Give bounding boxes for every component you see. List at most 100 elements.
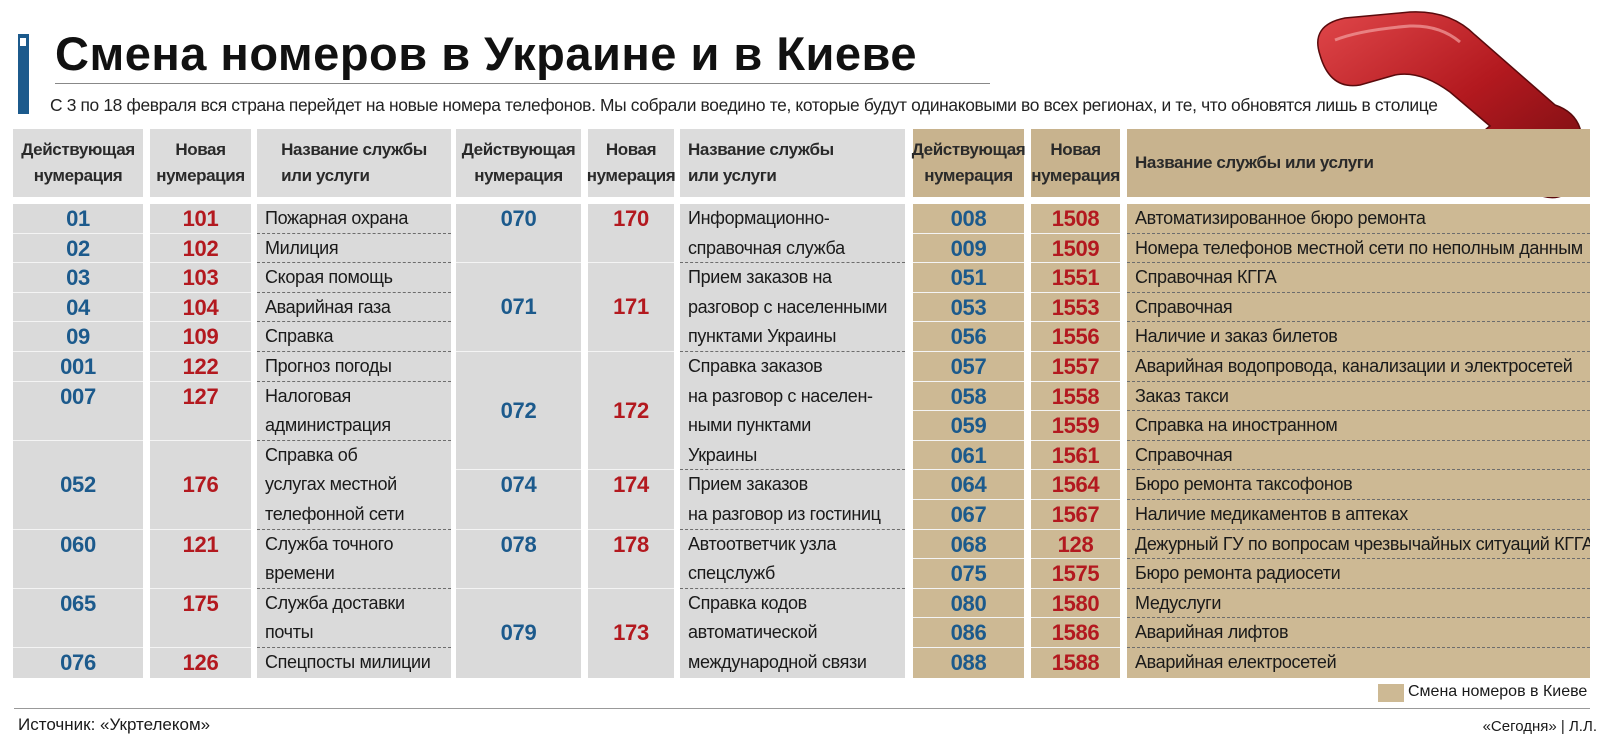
old-number: 008 — [913, 204, 1024, 234]
service-name: Прием заказов на разговор с населенными … — [680, 263, 905, 352]
service-name: Заказ такси — [1127, 382, 1590, 412]
credit: «Сегодня» | Л.Л. — [1482, 718, 1597, 735]
old-number: 051 — [913, 263, 1024, 293]
column-background — [150, 204, 251, 678]
column-background — [588, 204, 674, 678]
service-name: Информационно- справочная служба — [680, 204, 905, 264]
column-header: Новая нумерация — [150, 129, 251, 197]
new-number: 176 — [150, 441, 251, 530]
column-header: Новая нумерация — [587, 129, 676, 197]
column-background — [257, 204, 451, 678]
new-number: 1558 — [1031, 382, 1120, 412]
old-number: 076 — [60, 650, 96, 675]
service-name: Справочная — [1127, 293, 1590, 323]
service-name: Медуслуги — [1127, 589, 1590, 619]
old-number: 064 — [913, 470, 1024, 500]
new-number: 1580 — [1031, 589, 1120, 619]
service-name: Справка — [257, 322, 451, 352]
old-number: 071 — [456, 263, 581, 352]
old-number: 09 — [13, 322, 143, 352]
old-number: 03 — [13, 263, 143, 293]
service-name: Спецпосты милиции — [265, 652, 431, 672]
column-background — [1031, 204, 1120, 678]
old-number: 02 — [13, 234, 143, 264]
service-name: Аварийная лифтов — [1127, 618, 1590, 648]
new-number: 1559 — [1031, 411, 1120, 441]
service-name: Номера телефонов местной сети по неполны… — [1127, 234, 1590, 264]
service-name: Бюро ремонта таксофонов — [1127, 470, 1590, 500]
service-name: Автоответчик узла спецслужб — [680, 530, 905, 589]
service-name: Прием заказов на разговор из гостиниц — [680, 470, 905, 530]
new-number: 1508 — [1031, 204, 1120, 234]
service-name: Справка об услугах местной телефонной се… — [257, 441, 451, 530]
column-header: Название службы или услуги — [1127, 129, 1590, 197]
new-number: 122 — [150, 352, 251, 382]
new-number: 1556 — [1031, 322, 1120, 352]
service-name: Налоговая администрация — [257, 382, 451, 441]
column-header: Действующая нумерация — [456, 129, 581, 197]
old-number: 072 — [456, 352, 581, 471]
title-rule — [55, 83, 990, 84]
new-number: 1553 — [1031, 293, 1120, 323]
old-number: 007 — [13, 382, 143, 441]
service-name: Бюро ремонта радиосети — [1127, 559, 1590, 589]
accent-notch — [20, 38, 26, 46]
new-number: 128 — [1031, 530, 1120, 560]
old-number: 053 — [913, 293, 1024, 323]
service-name: Аварийная газа — [257, 293, 451, 323]
new-number: 126 — [182, 650, 219, 675]
old-number: 001 — [13, 352, 143, 382]
service-name: Милиция — [257, 234, 451, 264]
new-number: 171 — [588, 263, 674, 352]
column-header: Название службы или услуги — [680, 129, 905, 197]
old-number: 056 — [913, 322, 1024, 352]
old-number: 075 — [913, 559, 1024, 589]
new-number: 1586 — [1031, 618, 1120, 648]
new-number: 102 — [150, 234, 251, 264]
new-number: 1588 — [1051, 650, 1100, 675]
old-number: 01 — [13, 204, 143, 234]
service-name: Справка на иностранном — [1127, 411, 1590, 441]
new-number: 1509 — [1031, 234, 1120, 264]
service-name: Дежурный ГУ по вопросам чрезвычайных сит… — [1127, 530, 1590, 560]
old-number: 058 — [913, 382, 1024, 412]
new-number: 1575 — [1031, 559, 1120, 589]
service-name: Аварийная водопровода, канализации и эле… — [1127, 352, 1590, 382]
service-name: Прогноз погоды — [257, 352, 451, 382]
old-number: 060 — [13, 530, 143, 589]
new-number: 1561 — [1031, 441, 1120, 471]
old-number: 079 — [500, 620, 537, 646]
new-number: 172 — [588, 352, 674, 471]
column-background — [1127, 204, 1590, 678]
new-number: 175 — [150, 589, 251, 648]
new-number: 1567 — [1031, 500, 1120, 530]
column-background — [913, 204, 1024, 678]
old-number: 067 — [913, 500, 1024, 530]
new-number: 121 — [150, 530, 251, 589]
old-number: 059 — [913, 411, 1024, 441]
old-number: 088 — [950, 650, 987, 675]
legend-swatch — [1378, 684, 1404, 702]
old-number: 070 — [456, 204, 581, 264]
new-number: 109 — [150, 322, 251, 352]
accent-bar — [18, 34, 29, 114]
column-header: Новая нумерация — [1031, 129, 1120, 197]
source: Источник: «Укртелеком» — [18, 715, 211, 734]
service-name: Аварийная електросетей — [1135, 652, 1337, 672]
old-number: 009 — [913, 234, 1024, 264]
service-name: Наличие и заказ билетов — [1127, 322, 1590, 352]
new-number: 178 — [588, 530, 674, 589]
column-header: Действующая нумерация — [912, 129, 1026, 197]
new-number: 1551 — [1031, 263, 1120, 293]
column-header: Действующая нумерация — [13, 129, 143, 197]
new-number: 174 — [588, 470, 674, 530]
column-background — [13, 204, 143, 678]
new-number: 1564 — [1031, 470, 1120, 500]
column-header: Название службы или услуги — [257, 129, 451, 197]
new-number: 101 — [150, 204, 251, 234]
new-number: 127 — [150, 382, 251, 441]
column-background — [456, 204, 581, 678]
new-number: 1557 — [1031, 352, 1120, 382]
service-name: Скорая помощь — [257, 263, 451, 293]
